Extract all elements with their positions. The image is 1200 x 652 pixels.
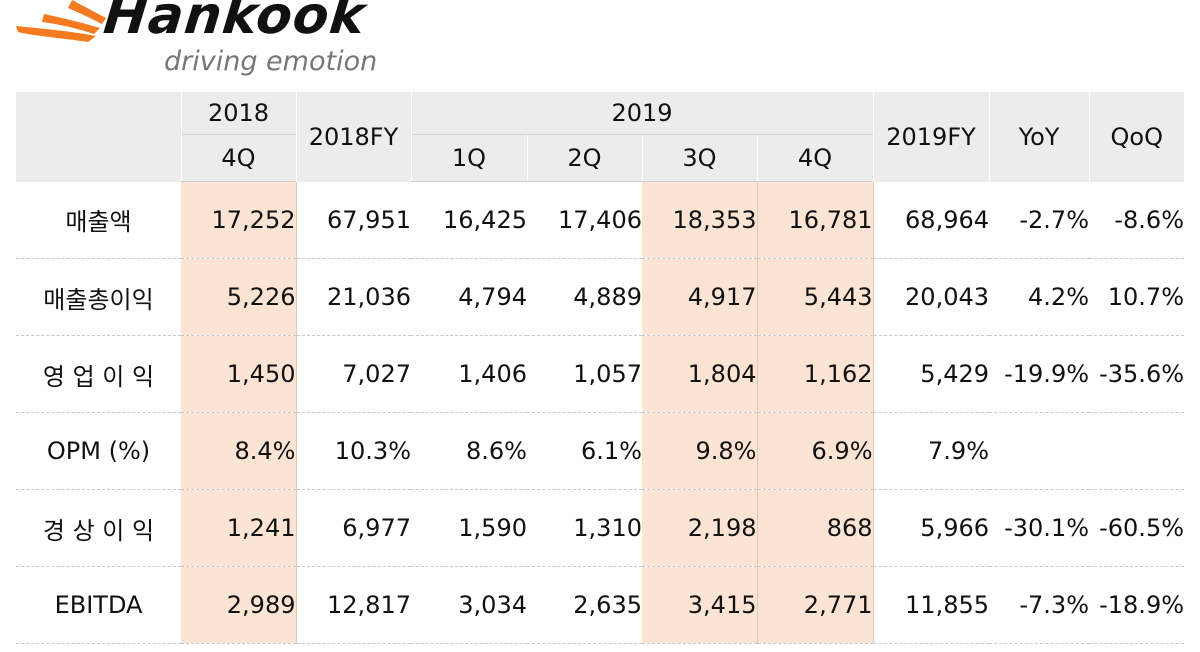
cell-2018fy: 12,817 (295, 566, 411, 644)
cell-2019-1q: 8.6% (411, 412, 527, 490)
header-row-years: 2018 2018FY 2019 2019FY YoY QoQ (16, 92, 1185, 182)
cell-qoq: -35.6% (1089, 335, 1185, 413)
cell-2019-1q: 1,590 (411, 489, 527, 567)
brand-tagline: driving emotion (164, 46, 378, 77)
cell-2019-3q: 9.8% (642, 412, 757, 490)
table-row: 영 업 이 익 1,450 7,027 1,406 1,057 1,804 1,… (16, 335, 1185, 413)
header-2018fy: 2018FY (295, 92, 411, 182)
header-yoy: YoY (988, 92, 1090, 182)
row-label: EBITDA (16, 566, 181, 644)
cell-qoq: -8.6% (1089, 181, 1185, 259)
header-qoq: QoQ (1088, 92, 1185, 182)
cell-yoy: -19.9% (989, 335, 1090, 413)
financial-results-table: 2018 2018FY 2019 2019FY YoY QoQ 4Q 1Q 2Q… (16, 92, 1185, 644)
cell-2019fy: 7.9% (872, 412, 990, 490)
cell-yoy: -30.1% (989, 489, 1090, 567)
header-corner (16, 92, 181, 182)
cell-2018-4q: 1,241 (181, 489, 296, 567)
row-label: OPM (%) (16, 412, 181, 490)
table-row: 경 상 이 익 1,241 6,977 1,590 1,310 2,198 86… (16, 489, 1185, 567)
hankook-logo: Hankook driving emotion (14, 0, 414, 82)
header-year-2018: 2018 (180, 92, 296, 135)
cell-2019fy: 11,855 (872, 566, 990, 644)
header-2019-4q: 4Q (756, 134, 874, 182)
cell-qoq: 10.7% (1089, 258, 1185, 336)
cell-yoy (989, 412, 1090, 490)
cell-2018-4q: 2,989 (181, 566, 296, 644)
header-2019-3q: 3Q (641, 134, 757, 182)
table-row: 매출총이익 5,226 21,036 4,794 4,889 4,917 5,4… (16, 258, 1185, 336)
cell-2019fy: 20,043 (872, 258, 990, 336)
cell-2019-4q: 868 (756, 489, 874, 567)
cell-2019-1q: 16,425 (411, 181, 527, 259)
cell-2019-4q: 1,162 (756, 335, 874, 413)
cell-2019-2q: 6.1% (527, 412, 642, 490)
cell-2019-3q: 1,804 (642, 335, 757, 413)
cell-2019-3q: 2,198 (642, 489, 757, 567)
brand-name: Hankook (100, 0, 369, 46)
cell-2019-1q: 4,794 (411, 258, 527, 336)
cell-2019-1q: 1,406 (411, 335, 527, 413)
row-label: 매출액 (16, 181, 181, 259)
cell-2019-4q: 6.9% (756, 412, 874, 490)
cell-2018-4q: 5,226 (181, 258, 296, 336)
cell-2019-4q: 5,443 (756, 258, 874, 336)
table-row: OPM (%) 8.4% 10.3% 8.6% 6.1% 9.8% 6.9% 7… (16, 412, 1185, 490)
header-2018-4q: 4Q (180, 134, 296, 182)
header-2019-1q: 1Q (410, 134, 527, 182)
cell-2019-1q: 3,034 (411, 566, 527, 644)
cell-2018fy: 21,036 (295, 258, 411, 336)
cell-qoq: -18.9% (1089, 566, 1185, 644)
cell-2018fy: 6,977 (295, 489, 411, 567)
cell-2019-3q: 3,415 (642, 566, 757, 644)
cell-2019-2q: 1,310 (527, 489, 642, 567)
header-year-2019: 2019 (410, 92, 874, 135)
cell-2018-4q: 17,252 (181, 181, 296, 259)
cell-2018-4q: 1,450 (181, 335, 296, 413)
cell-yoy: -2.7% (989, 181, 1090, 259)
header-row-quarters: 4Q 1Q 2Q 3Q 4Q (16, 134, 1184, 182)
header-2019fy: 2019FY (872, 92, 990, 182)
hankook-tire-emblem-icon (16, 0, 106, 42)
cell-yoy: -7.3% (989, 566, 1090, 644)
cell-2018fy: 10.3% (295, 412, 411, 490)
header-2019-2q: 2Q (526, 134, 642, 182)
table-row: EBITDA 2,989 12,817 3,034 2,635 3,415 2,… (16, 566, 1185, 644)
cell-2019fy: 5,429 (872, 335, 990, 413)
table-row: 매출액 17,252 67,951 16,425 17,406 18,353 1… (16, 181, 1185, 259)
cell-qoq (1089, 412, 1185, 490)
cell-2019-2q: 2,635 (527, 566, 642, 644)
cell-2019fy: 5,966 (872, 489, 990, 567)
cell-2018fy: 67,951 (295, 181, 411, 259)
row-label: 영 업 이 익 (16, 335, 181, 413)
cell-2019-2q: 4,889 (527, 258, 642, 336)
cell-2018-4q: 8.4% (181, 412, 296, 490)
cell-2019-3q: 18,353 (642, 181, 757, 259)
cell-2019-4q: 2,771 (756, 566, 874, 644)
cell-2019fy: 68,964 (872, 181, 990, 259)
row-label: 경 상 이 익 (16, 489, 181, 567)
cell-yoy: 4.2% (989, 258, 1090, 336)
cell-2019-3q: 4,917 (642, 258, 757, 336)
cell-2019-2q: 1,057 (527, 335, 642, 413)
cell-2019-4q: 16,781 (756, 181, 874, 259)
cell-qoq: -60.5% (1089, 489, 1185, 567)
cell-2018fy: 7,027 (295, 335, 411, 413)
row-label: 매출총이익 (16, 258, 181, 336)
cell-2019-2q: 17,406 (527, 181, 642, 259)
